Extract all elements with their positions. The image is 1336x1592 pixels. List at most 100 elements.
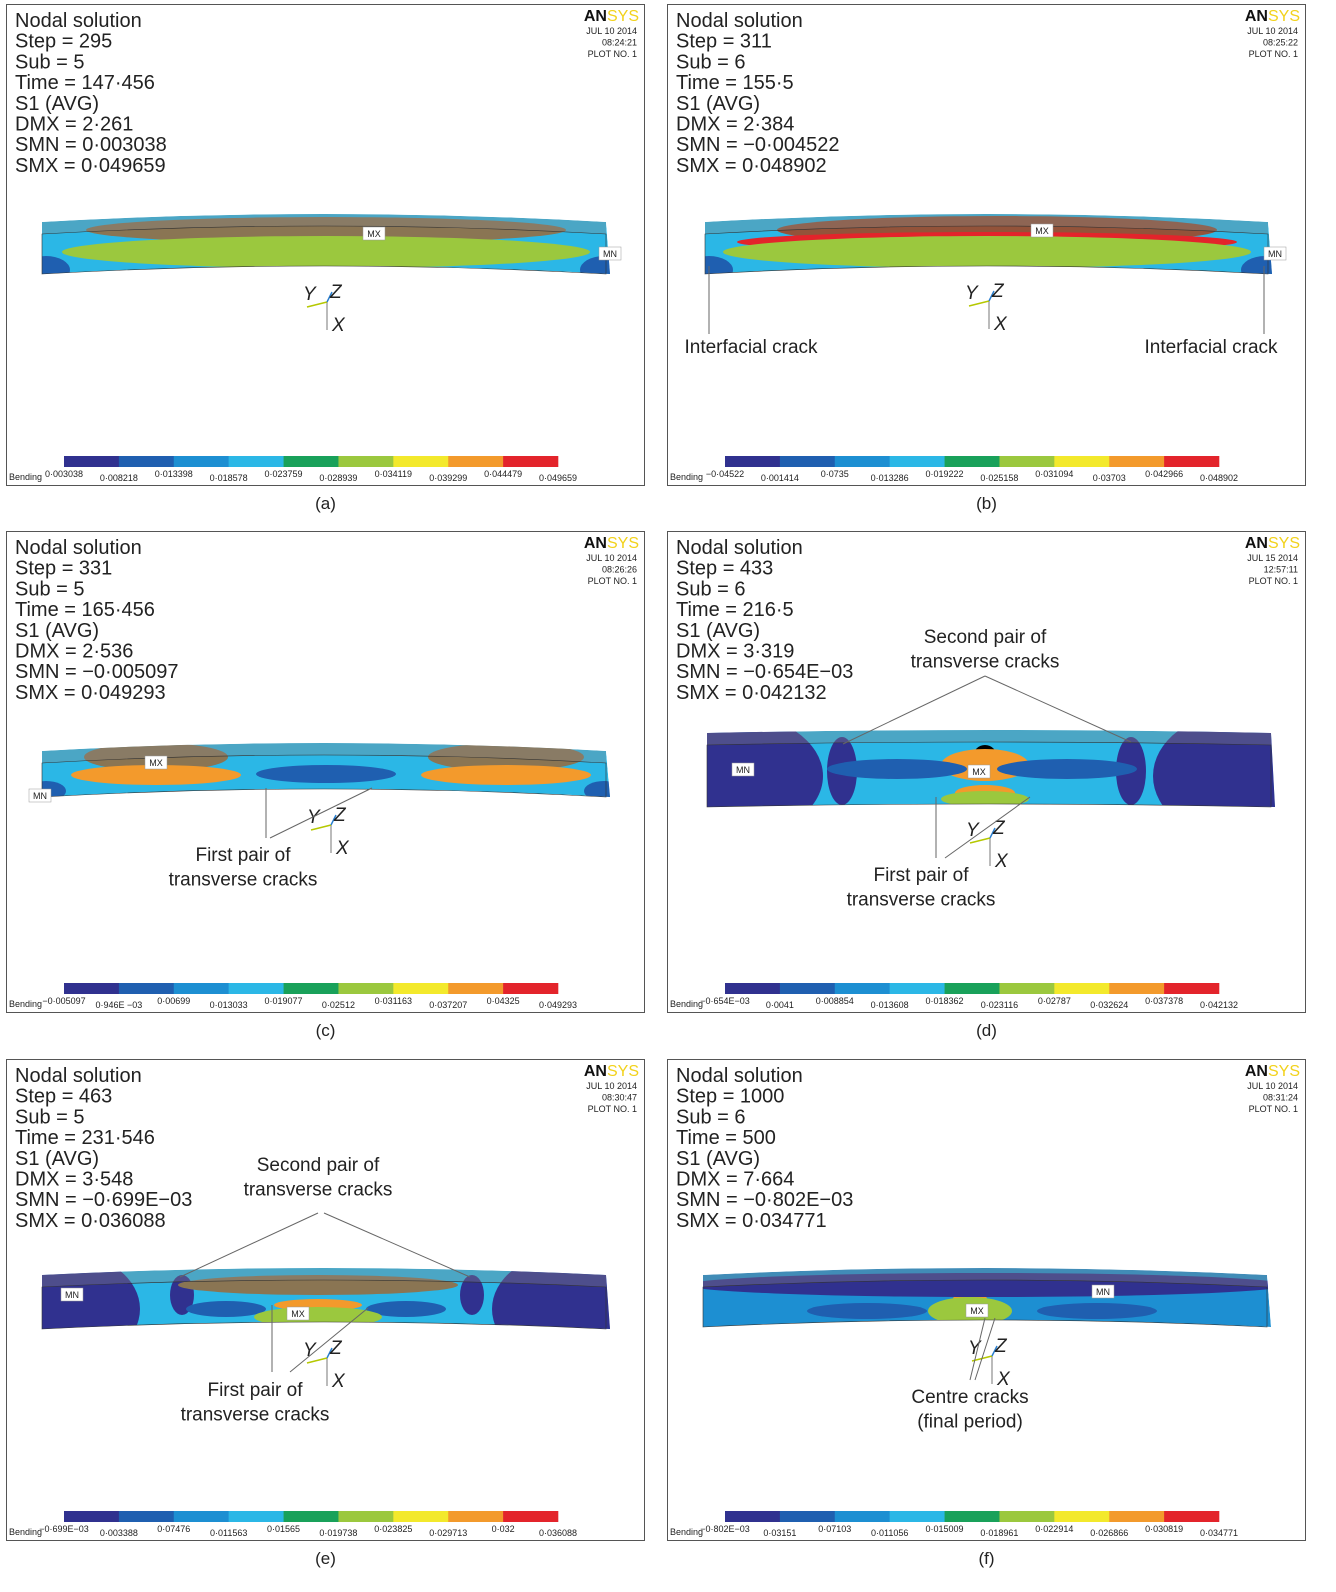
legend-value: 0·00699 bbox=[157, 996, 190, 1006]
info-line: SMN = −0·802E−03 bbox=[676, 1189, 853, 1211]
legend-swatch bbox=[835, 456, 890, 467]
stamp: JUL 10 2014 bbox=[1247, 1081, 1298, 1091]
info-line: SMN = 0·003038 bbox=[15, 134, 167, 156]
legend-swatch bbox=[725, 456, 780, 467]
legend-value: 0·019738 bbox=[319, 1528, 357, 1538]
info-line: SMX = 0·036088 bbox=[15, 1210, 166, 1232]
triad-label: Y bbox=[303, 1340, 317, 1361]
legend-value: 0·001414 bbox=[761, 473, 799, 483]
info-line: S1 (AVG) bbox=[676, 620, 760, 642]
legend-value: 0·029713 bbox=[429, 1528, 467, 1538]
legend-swatch bbox=[448, 1511, 503, 1522]
legend-value: 0·018362 bbox=[926, 996, 964, 1006]
legend-swatch bbox=[1054, 983, 1109, 994]
legend-swatch bbox=[1164, 456, 1219, 467]
stamp: 08:24:21 bbox=[602, 38, 637, 48]
legend-swatch bbox=[174, 456, 229, 467]
logo: ANSYS bbox=[584, 8, 639, 25]
legend-swatch bbox=[64, 456, 119, 467]
stamp: 08:30:47 bbox=[602, 1093, 637, 1103]
triad-label: Z bbox=[329, 282, 343, 303]
legend-value: 0·0735 bbox=[821, 469, 849, 479]
logo-part: SYS bbox=[607, 8, 639, 25]
legend-swatch bbox=[835, 1511, 890, 1522]
beam bbox=[687, 1268, 1287, 1327]
logo-part: AN bbox=[584, 8, 607, 25]
legend-value: −0·005097 bbox=[42, 996, 85, 1006]
legend-value: 0·042132 bbox=[1200, 1000, 1238, 1010]
legend-value: 0·039299 bbox=[429, 473, 467, 483]
legend-swatch bbox=[1109, 456, 1164, 467]
legend-value: 0·013286 bbox=[871, 473, 909, 483]
info-line: DMX = 2·261 bbox=[15, 114, 133, 136]
contour bbox=[827, 759, 967, 779]
triad-label: X bbox=[335, 838, 350, 859]
legend-value: 0·034771 bbox=[1200, 1528, 1238, 1538]
figure: Nodal solutionStep = 295Sub = 5Time = 14… bbox=[0, 0, 1336, 1592]
annotation: First pair of bbox=[195, 845, 291, 866]
info-line: Nodal solution bbox=[676, 537, 803, 559]
legend-swatch bbox=[1054, 1511, 1109, 1522]
info-line: SMN = −0·005097 bbox=[15, 661, 178, 683]
legend-swatch bbox=[945, 456, 1000, 467]
info-line: Nodal solution bbox=[15, 10, 142, 32]
legend-swatch bbox=[393, 983, 448, 994]
legend-value: 0·011563 bbox=[210, 1528, 247, 1538]
legend-value: 0·013398 bbox=[155, 469, 193, 479]
stamp: JUL 10 2014 bbox=[586, 26, 637, 36]
legend-swatch bbox=[890, 1511, 945, 1522]
annotation: transverse cracks bbox=[169, 870, 318, 891]
info-line: Nodal solution bbox=[676, 10, 803, 32]
legend-title: Bending bbox=[9, 1527, 42, 1537]
logo-part: SYS bbox=[1268, 1063, 1300, 1080]
panel: Nodal solutionStep = 295Sub = 5Time = 14… bbox=[7, 5, 645, 514]
annotation: transverse cracks bbox=[847, 890, 996, 911]
info-line: DMX = 3·319 bbox=[676, 641, 794, 663]
legend-swatch bbox=[503, 983, 558, 994]
info-line: Time = 147·456 bbox=[15, 72, 155, 94]
legend-value: 0·013608 bbox=[871, 1000, 909, 1010]
tag-mn: MN bbox=[1268, 249, 1282, 259]
legend-swatch bbox=[338, 983, 393, 994]
caption: (b) bbox=[976, 494, 997, 513]
triad-label: Y bbox=[965, 283, 979, 304]
info-line: DMX = 2·536 bbox=[15, 641, 133, 663]
triad-label: X bbox=[994, 851, 1009, 872]
tag-mx: MX bbox=[149, 758, 163, 768]
legend-value: 0·018961 bbox=[980, 1528, 1018, 1538]
annotation: Interfacial crack bbox=[1144, 337, 1278, 358]
legend-value: 0·026866 bbox=[1090, 1528, 1128, 1538]
stamp: PLOT NO. 1 bbox=[1249, 1104, 1298, 1114]
info-line: DMX = 2·384 bbox=[676, 114, 794, 136]
legend-swatch bbox=[174, 983, 229, 994]
legend-value: 0·019077 bbox=[265, 996, 303, 1006]
legend-swatch bbox=[284, 983, 339, 994]
legend-value: 0·013033 bbox=[210, 1000, 248, 1010]
tag-mx: MX bbox=[970, 1306, 984, 1316]
triad-label: X bbox=[331, 315, 346, 336]
legend-value: 0·018578 bbox=[210, 473, 248, 483]
contour bbox=[723, 236, 1251, 268]
info-line: SMN = −0·654E−03 bbox=[676, 661, 853, 683]
info-line: SMX = 0·049293 bbox=[15, 682, 166, 704]
annotation: transverse cracks bbox=[244, 1180, 393, 1201]
caption: (d) bbox=[976, 1021, 997, 1040]
logo: ANSYS bbox=[1245, 1063, 1300, 1080]
caption: (c) bbox=[316, 1021, 336, 1040]
contour bbox=[1037, 1303, 1157, 1319]
legend-value: 0·031163 bbox=[375, 996, 412, 1006]
contour bbox=[421, 765, 591, 785]
legend-swatch bbox=[448, 983, 503, 994]
legend-value: 0·03703 bbox=[1093, 473, 1126, 483]
legend-value: 0·023759 bbox=[265, 469, 303, 479]
info-line: Time = 500 bbox=[676, 1127, 776, 1149]
legend-value: 0·034119 bbox=[375, 469, 412, 479]
triad-label: Y bbox=[303, 284, 317, 305]
stamp: PLOT NO. 1 bbox=[588, 576, 637, 586]
logo-part: AN bbox=[584, 535, 607, 552]
caption: (f) bbox=[978, 1549, 994, 1568]
info-line: SMN = −0·004522 bbox=[676, 134, 839, 156]
annotation: Second pair of bbox=[924, 627, 1047, 648]
legend-value: 0·025158 bbox=[980, 473, 1018, 483]
